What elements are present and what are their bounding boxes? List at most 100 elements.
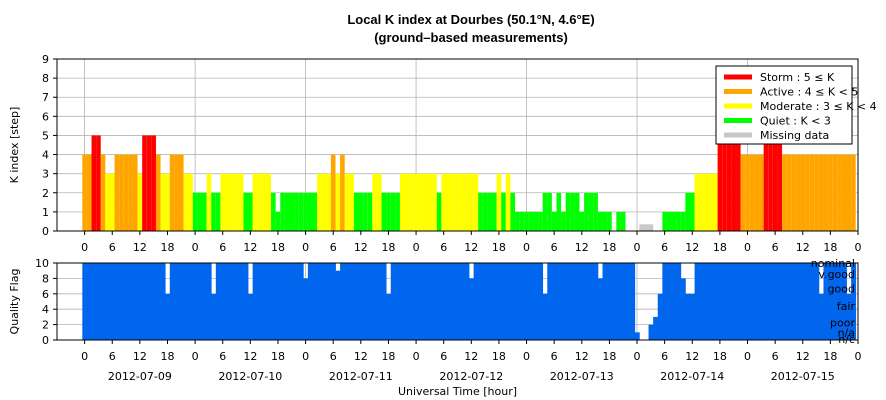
quality-bar xyxy=(307,263,313,340)
quality-bar xyxy=(132,263,138,340)
quality-bar xyxy=(220,263,226,340)
quality-bar xyxy=(358,263,364,340)
quality-flag-label: v.good xyxy=(818,268,855,281)
quality-bar xyxy=(165,293,171,340)
quality-bar xyxy=(805,263,811,340)
quality-bar xyxy=(777,263,783,340)
k-x-tick-label: 6 xyxy=(330,241,337,254)
k-bar xyxy=(828,154,833,231)
k-bar xyxy=(441,173,446,231)
k-bar xyxy=(82,154,87,231)
k-bar xyxy=(791,154,796,231)
q-x-tick-label: 0 xyxy=(413,350,420,363)
k-bar xyxy=(528,211,534,231)
k-bar xyxy=(422,173,428,231)
quality-bar xyxy=(510,263,516,340)
quality-bar xyxy=(482,263,488,340)
k-bar xyxy=(749,154,755,231)
k-bar xyxy=(759,154,764,231)
k-bar xyxy=(86,154,92,231)
k-bar xyxy=(574,192,580,231)
quality-bar xyxy=(280,263,286,340)
quality-bar xyxy=(597,278,603,340)
date-label: 2012-07-10 xyxy=(218,370,282,383)
quality-bar xyxy=(225,263,231,340)
quality-bar xyxy=(823,263,829,340)
k-bar xyxy=(800,154,806,231)
quality-bar xyxy=(496,263,502,340)
k-bar xyxy=(183,173,189,231)
k-bar xyxy=(708,173,713,231)
quality-bar xyxy=(469,278,475,340)
k-y-tick-label: 3 xyxy=(42,168,49,181)
quality-bar xyxy=(261,263,267,340)
quality-bar xyxy=(367,263,373,340)
quality-bar xyxy=(344,263,350,340)
k-bar xyxy=(671,211,677,231)
quality-bar xyxy=(574,263,580,340)
k-bar xyxy=(524,211,529,231)
k-bar xyxy=(515,211,520,231)
k-bar xyxy=(597,211,603,231)
quality-bar xyxy=(372,263,378,340)
quality-bar xyxy=(832,263,838,340)
k-bar xyxy=(736,135,741,231)
quality-bar xyxy=(376,263,382,340)
quality-bar xyxy=(312,263,318,340)
quality-bar xyxy=(519,263,525,340)
k-bar xyxy=(731,135,737,231)
k-bar xyxy=(91,135,97,231)
chart-subtitle: (ground–based measurements) xyxy=(374,30,568,45)
quality-bar xyxy=(441,263,447,340)
q-x-tick-label: 12 xyxy=(464,350,478,363)
date-label: 2012-07-15 xyxy=(771,370,835,383)
quality-bar xyxy=(837,263,843,340)
quality-bar xyxy=(680,278,686,340)
k-bar xyxy=(740,154,746,231)
quality-bar xyxy=(211,293,217,340)
k-bar xyxy=(100,154,106,231)
quality-bar xyxy=(206,263,212,340)
k-bar xyxy=(436,192,442,231)
quality-bar xyxy=(178,263,184,340)
q-x-tick-label: 12 xyxy=(575,350,589,363)
k-x-tick-label: 0 xyxy=(302,241,309,254)
quality-bar xyxy=(561,263,567,340)
quality-x-ticks: 0 6 12 18 0 6 12 18 0 6 12 18 0 6 12 18 0 6 12 18 0 6 12 18 0 6 12… xyxy=(81,340,862,363)
quality-bar xyxy=(284,263,290,340)
k-bar xyxy=(109,173,115,231)
k-y-tick-label: 1 xyxy=(42,206,49,219)
k-bar xyxy=(386,192,391,231)
k-bar xyxy=(777,135,783,231)
q-x-tick-label: 18 xyxy=(602,350,616,363)
quality-bar xyxy=(215,263,221,340)
quality-flag-label: good xyxy=(828,282,855,295)
k-bar xyxy=(492,192,497,231)
quality-bar xyxy=(317,263,323,340)
q-y-tick-label: 0 xyxy=(42,334,49,347)
k-bar xyxy=(846,154,852,231)
k-bar xyxy=(206,173,212,231)
k-bar xyxy=(570,192,575,231)
quality-bar xyxy=(169,263,175,340)
k-bar-missing xyxy=(643,224,649,231)
quality-bar xyxy=(828,263,834,340)
k-bar xyxy=(584,192,589,231)
k-bar xyxy=(413,173,419,231)
quality-bar xyxy=(294,263,300,340)
k-bar xyxy=(473,173,479,231)
k-bar xyxy=(243,192,249,231)
k-bar xyxy=(234,173,239,231)
quality-bar xyxy=(432,263,438,340)
quality-bar xyxy=(846,293,852,340)
quality-bar xyxy=(128,263,134,340)
k-bar xyxy=(754,154,760,231)
quality-bar xyxy=(588,263,594,340)
quality-bar xyxy=(464,263,470,340)
quality-y-ticks: 0 2 4 6 8 10 xyxy=(35,257,57,347)
quality-flag-label: n/a xyxy=(838,326,855,339)
q-x-tick-label: 6 xyxy=(551,350,558,363)
q-y-tick-label: 4 xyxy=(42,303,49,316)
x-axis-label: Universal Time [hour] xyxy=(398,385,517,398)
